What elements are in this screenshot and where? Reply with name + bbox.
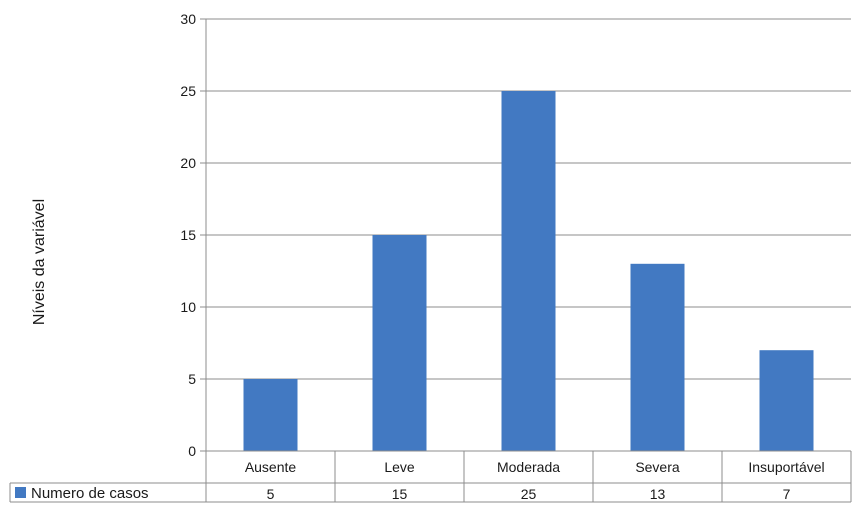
y-axis: 0 5 10 15 20 25 30	[180, 11, 207, 502]
bar	[501, 91, 556, 451]
bar	[243, 379, 298, 451]
bar	[630, 263, 685, 451]
x-tick-label: Ausente	[245, 459, 297, 475]
data-table: Ausente 5 Leve 15 Moderada 25 Severa 13 Insuport…	[9, 450, 852, 503]
y-tick-label: 0	[188, 443, 196, 459]
y-tick-label: 20	[180, 155, 196, 171]
x-tick-label: Moderada	[497, 459, 560, 475]
y-tick-label: 25	[180, 83, 196, 99]
y-tick-label: 10	[180, 299, 196, 315]
legend-swatch	[15, 487, 26, 498]
y-tick-label: 5	[188, 371, 196, 387]
y-axis-label: Níveis da variável	[31, 199, 48, 325]
data-table-value: 7	[783, 486, 791, 502]
y-tick-label: 15	[180, 227, 196, 243]
y-tick-label: 30	[180, 11, 196, 27]
x-tick-label: Insuportável	[748, 459, 824, 475]
data-table-value: 25	[521, 486, 537, 502]
x-tick-label: Leve	[384, 459, 415, 475]
legend-label: Numero de casos	[31, 485, 149, 502]
bar	[759, 350, 814, 451]
data-table-value: 15	[392, 486, 408, 502]
data-table-value: 13	[650, 486, 666, 502]
bars	[243, 91, 814, 451]
x-tick-label: Severa	[635, 459, 680, 475]
bar	[372, 235, 427, 451]
data-table-value: 5	[267, 486, 275, 502]
